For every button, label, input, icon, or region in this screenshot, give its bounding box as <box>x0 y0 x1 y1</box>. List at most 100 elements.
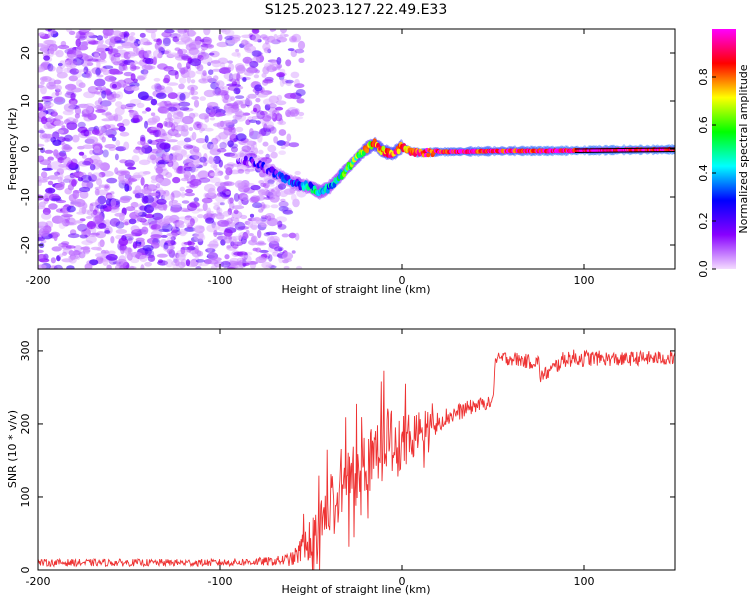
heatmap-cell <box>295 265 303 269</box>
heatmap-cell <box>97 149 103 155</box>
heatmap-cell <box>260 215 268 220</box>
heatmap-cell <box>85 216 93 219</box>
heatmap-cell <box>192 233 200 237</box>
heatmap-cell <box>75 164 80 173</box>
heatmap-cell <box>54 152 59 159</box>
heatmap-cell <box>50 29 57 35</box>
heatmap-cell <box>176 230 188 235</box>
heatmap-cell <box>65 245 76 249</box>
heatmap-cell <box>294 170 301 176</box>
heatmap-cell <box>148 184 154 189</box>
heatmap-cell <box>175 258 180 267</box>
heatmap-cell <box>44 100 52 106</box>
heatmap-cell <box>61 142 67 147</box>
heatmap-cell <box>224 235 232 244</box>
heatmap-cell <box>123 31 130 38</box>
heatmap-cell <box>141 222 151 226</box>
heatmap-cell <box>44 149 54 154</box>
heatmap-cell <box>179 93 186 101</box>
heatmap-cell <box>288 142 300 148</box>
heatmap-cell <box>70 93 76 101</box>
heatmap-cell <box>102 68 110 76</box>
heatmap-cell <box>294 108 300 115</box>
heatmap-cell <box>244 98 252 106</box>
heatmap-cell <box>262 98 274 106</box>
heatmap-cell <box>118 125 126 132</box>
heatmap-cell <box>131 155 140 163</box>
heatmap-cell <box>263 126 270 132</box>
heatmap-cell <box>285 80 292 87</box>
heatmap-cell <box>92 215 103 225</box>
heatmap-cell <box>179 186 185 192</box>
heatmap-cell <box>249 60 259 68</box>
heatmap-cell <box>281 233 289 238</box>
heatmap-cell <box>157 148 163 154</box>
heatmap-cell <box>41 212 52 220</box>
heatmap-cell <box>172 176 181 184</box>
heatmap-cell <box>104 38 117 46</box>
heatmap-cell <box>181 124 189 132</box>
heatmap-cell <box>47 175 59 180</box>
heatmap-cell <box>186 247 192 253</box>
y-tick-label: 0 <box>19 146 32 153</box>
heatmap-cell <box>38 143 45 147</box>
heatmap-cell <box>47 125 53 130</box>
heatmap-cell <box>166 82 179 86</box>
heatmap-cell <box>130 66 141 70</box>
heatmap-cell <box>218 34 223 41</box>
heatmap-cell <box>276 72 285 78</box>
heatmap-cell <box>56 71 68 79</box>
heatmap-cell <box>216 206 221 214</box>
heatmap-cell <box>58 215 65 224</box>
heatmap-cell <box>53 232 58 242</box>
heatmap-cell <box>57 176 63 184</box>
heatmap-cell <box>38 32 46 37</box>
x-tick-label: 100 <box>574 575 595 588</box>
heatmap-cell <box>176 222 183 228</box>
heatmap-cell <box>130 32 136 36</box>
heatmap-cell <box>64 61 70 67</box>
heatmap-cell <box>214 168 220 173</box>
heatmap-cell <box>273 245 280 251</box>
heatmap-cell <box>104 144 116 149</box>
heatmap-cell <box>128 265 135 269</box>
heatmap-cell <box>78 29 91 33</box>
heatmap-cell <box>298 57 305 63</box>
heatmap-cell <box>127 53 136 58</box>
heatmap-cell <box>73 249 80 256</box>
heatmap-cell <box>248 233 254 237</box>
heatmap-cell <box>204 37 213 45</box>
heatmap-cell <box>194 225 205 234</box>
heatmap-cell <box>245 119 251 126</box>
heatmap-cell <box>47 102 54 108</box>
heatmap-cell <box>165 259 174 268</box>
heatmap-cell <box>50 257 57 264</box>
heatmap-cell <box>43 123 52 130</box>
heatmap-cell <box>259 110 268 116</box>
heatmap-cell <box>216 207 223 215</box>
heatmap-cell <box>95 252 107 258</box>
heatmap-cell <box>221 29 231 35</box>
heatmap-cell <box>46 81 57 90</box>
heatmap-cell <box>96 247 102 251</box>
heatmap-cell <box>115 91 124 100</box>
heatmap-cell <box>227 266 236 269</box>
heatmap-cell <box>263 232 271 237</box>
heatmap-cell <box>44 198 50 202</box>
heatmap-cell <box>38 264 47 269</box>
heatmap-cell <box>101 91 107 99</box>
heatmap-cell <box>99 51 107 60</box>
heatmap-cell <box>113 71 124 75</box>
heatmap-cell <box>64 187 72 195</box>
heatmap-cell <box>241 145 251 152</box>
heatmap-cell <box>152 128 161 138</box>
heatmap-cell <box>142 244 154 252</box>
heatmap-cell <box>81 180 90 189</box>
heatmap-cell <box>157 218 170 226</box>
heatmap-cell <box>117 45 124 50</box>
heatmap-cell <box>98 165 104 169</box>
heatmap-cell <box>174 55 186 61</box>
heatmap-cell <box>41 96 53 99</box>
heatmap-cell <box>266 190 278 197</box>
heatmap-cell <box>68 30 76 35</box>
